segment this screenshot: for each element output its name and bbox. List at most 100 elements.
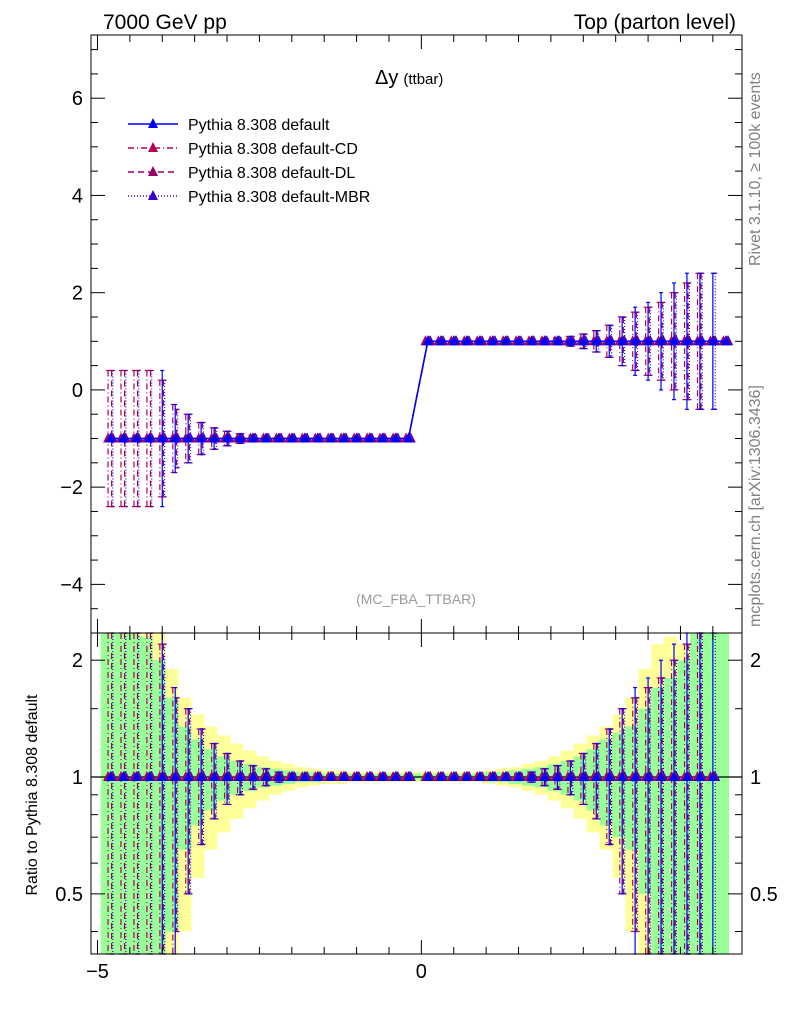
main-ytick-label: 0 [72, 380, 83, 402]
data-point [118, 432, 129, 443]
ratio-point [448, 771, 459, 782]
data-point [604, 335, 615, 346]
data-point [565, 335, 576, 346]
data-point [286, 432, 297, 443]
ratio-point [144, 771, 155, 782]
ratio-point [364, 771, 375, 782]
ratio-point [260, 771, 271, 782]
ratio-plot-marks [91, 632, 742, 955]
ratio-point [377, 771, 388, 782]
ratio-point [273, 771, 284, 782]
legend-entry: Pythia 8.308 default-MBR [188, 189, 370, 206]
ratio-point [707, 771, 718, 782]
ratio-point [694, 771, 705, 782]
data-point [617, 335, 628, 346]
mcplots-citation-label: mcplots.cern.ch [arXiv:1306.3436] [747, 385, 764, 627]
data-point [312, 432, 323, 443]
legend: Pythia 8.308 default Pythia 8.308 default… [128, 117, 370, 206]
ratio-series-0 [105, 632, 718, 955]
ratio-point [513, 771, 524, 782]
ratio-point [312, 771, 323, 782]
ratio-point [500, 771, 511, 782]
ratio-point [196, 771, 207, 782]
main-ytick-label: −2 [60, 477, 83, 499]
ratio-point [299, 771, 310, 782]
ratio-point [325, 771, 336, 782]
main-ytick-label: 6 [72, 88, 83, 110]
ratio-point [591, 771, 602, 782]
stat-uncertainty-band [113, 633, 127, 954]
ratio-point [222, 771, 233, 782]
ratio-ytick-label-right: 2 [750, 650, 761, 672]
ratio-point [630, 771, 641, 782]
ratio-point [422, 771, 433, 782]
ratio-point [474, 771, 485, 782]
ratio-point [526, 771, 537, 782]
legend-entry: Pythia 8.308 default [188, 117, 330, 134]
ratio-point [552, 771, 563, 782]
ratio-frame [90, 632, 743, 955]
ratio-point [681, 771, 692, 782]
ratio-axes: 0.5 0.5 1 1 2 2 −5 0 [55, 633, 778, 983]
stat-uncertainty-band [126, 633, 140, 954]
ratio-point [338, 771, 349, 782]
main-axes: −4 −2 0 2 4 6 [60, 35, 742, 634]
main-ytick-label: −4 [60, 574, 83, 596]
data-point [422, 335, 433, 346]
data-point [247, 432, 258, 443]
data-point [591, 335, 602, 346]
data-point [435, 335, 446, 346]
ratio-ytick-label: 1 [72, 767, 83, 789]
chart-title: Δy (ttbar) [375, 67, 443, 89]
data-point [144, 432, 155, 443]
data-point [273, 432, 284, 443]
legend-marker [148, 190, 158, 200]
ratio-point [390, 771, 401, 782]
data-point [720, 335, 731, 346]
stat-uncertainty-band [139, 636, 153, 954]
header-right: Top (parton level) [574, 11, 736, 34]
data-point [643, 335, 654, 346]
data-point [364, 432, 375, 443]
ratio-point [183, 771, 194, 782]
ratio-point [487, 771, 498, 782]
data-point [578, 335, 589, 346]
data-point [487, 335, 498, 346]
data-point [694, 335, 705, 346]
data-point [325, 432, 336, 443]
main-plot-marks [103, 272, 734, 508]
data-point [234, 432, 245, 443]
ratio-point [157, 771, 168, 782]
ratio-panel: 0.5 0.5 1 1 2 2 −5 0 Ratio to Pythia 8.308 defa… [24, 632, 778, 983]
data-point [351, 432, 362, 443]
series-3 [107, 272, 734, 508]
data-point [131, 432, 142, 443]
series-2 [106, 272, 733, 508]
ratio-ytick-label: 0.5 [55, 884, 83, 906]
data-point [170, 432, 181, 443]
legend-marker [148, 166, 158, 176]
data-point [209, 432, 220, 443]
data-point [681, 335, 692, 346]
data-point [196, 432, 207, 443]
data-point [183, 432, 194, 443]
main-panel: −4 −2 0 2 4 6 Δy (ttbar) (MC_FBA_TTBAR) Pythia… [60, 34, 743, 634]
ratio-point [131, 771, 142, 782]
ratio-point [539, 771, 550, 782]
ratio-ytick-label-right: 1 [750, 767, 761, 789]
ratio-point [403, 771, 414, 782]
stat-uncertainty-band [100, 633, 114, 954]
ratio-point [286, 771, 297, 782]
analysis-label: (MC_FBA_TTBAR) [356, 591, 476, 607]
data-point [500, 335, 511, 346]
ratio-point [247, 771, 258, 782]
data-point [448, 335, 459, 346]
ratio-point [118, 771, 129, 782]
legend-entry: Pythia 8.308 default-CD [188, 141, 358, 158]
ratio-point [209, 771, 220, 782]
data-point [377, 432, 388, 443]
data-point [630, 335, 641, 346]
rivet-version-label: Rivet 3.1.10, ≥ 100k events [747, 72, 764, 266]
legend-entry: Pythia 8.308 default-DL [188, 165, 355, 182]
